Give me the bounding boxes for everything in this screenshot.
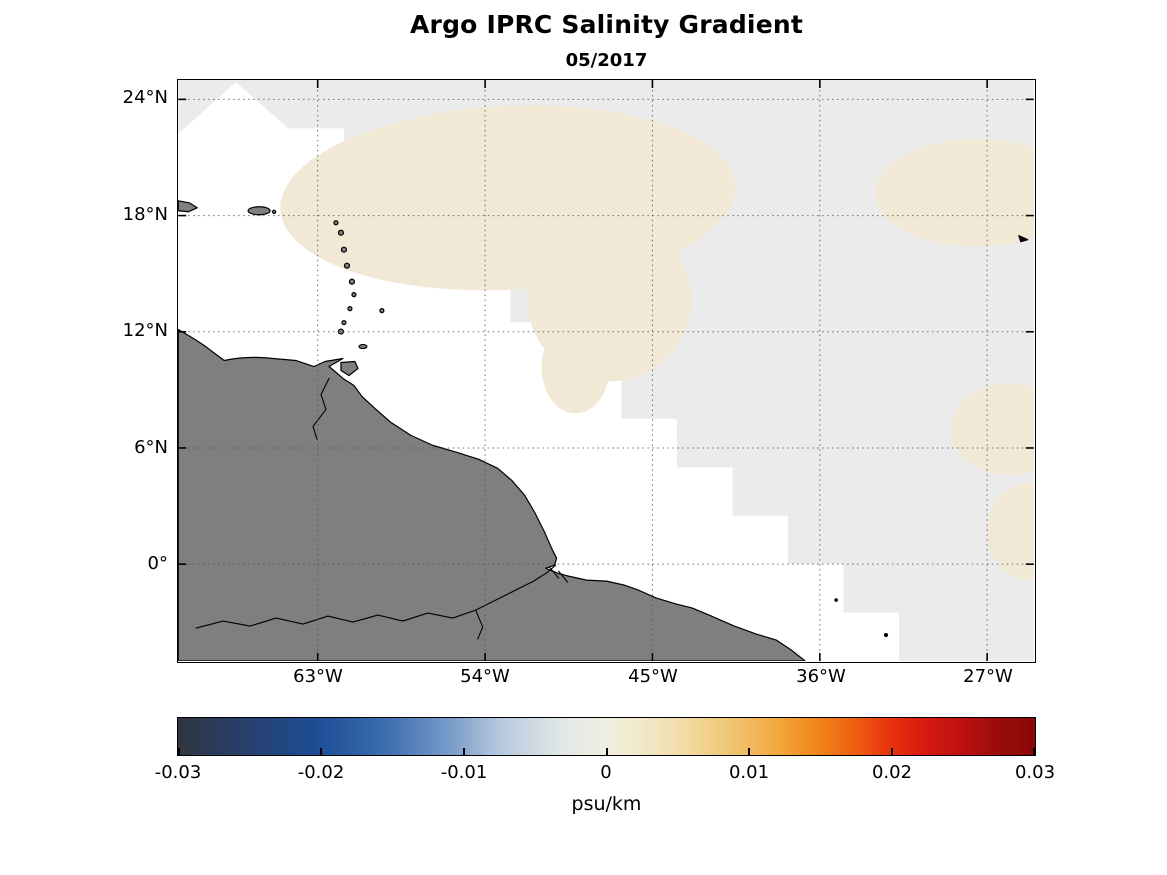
chart-subtitle: 05/2017 [565,50,648,71]
island-tobago [358,343,368,350]
positive-gradient-patches [280,105,1034,580]
amazon-branch [475,609,484,640]
xtick-label-54w: 54°W [460,666,510,687]
land-layer [178,200,1029,661]
colorbar-label-max: 0.03 [1014,762,1056,783]
positive-patch-northeast [875,138,1034,247]
island-trinidad [340,360,359,377]
chart-title: Argo IPRC Salinity Gradient [410,10,803,39]
graticule-gridlines [178,80,1034,661]
ytick-label-6n: 6°N [134,437,168,458]
xtick-label-63w: 63°W [293,666,343,687]
islet-speck-1 [883,632,889,638]
river-lines [195,377,569,640]
positive-patch-east-central [950,383,1034,476]
colorbar-tick-3 [463,748,465,755]
island-vieques [271,209,277,214]
amazon-river [195,564,557,629]
colorbar-label-zero: 0 [600,762,612,783]
colorbar-tick-7 [1033,748,1035,755]
xtick-label-27w: 27°W [963,666,1013,687]
colorbar-label-2: -0.02 [297,762,345,783]
island-right-edge-speck [1018,235,1029,243]
estuary-channel-1 [558,570,569,583]
map-plot-area [177,79,1036,663]
island-hispaniola-tip [178,200,198,213]
colorbar-label-6: 0.02 [871,762,913,783]
colorbar-label-5: 0.01 [728,762,770,783]
colorbar-tick-1 [178,748,180,755]
xtick-label-45w: 45°W [628,666,678,687]
colorbar-label-3: -0.01 [440,762,488,783]
islet-speck-2 [834,598,838,602]
colorbar-tick-5 [748,748,750,755]
positive-patch-east-south [986,483,1034,580]
lesser-antilles-arc [333,220,385,335]
axis-tick-marks [178,80,1034,661]
colorbar-tick-4 [606,748,608,755]
ytick-label-12n: 12°N [122,320,168,341]
colorbar-tick-6 [891,748,893,755]
island-puerto-rico [247,206,271,216]
salinity-gradient-map [178,80,1034,661]
colorbar-units-label: psu/km [571,793,642,815]
ytick-label-0: 0° [147,553,168,574]
positive-patch-central-tail [541,321,610,414]
colorbar-tick-2 [320,748,322,755]
colorbar-label-min: -0.03 [154,762,202,783]
south-america-mainland [178,328,806,661]
estuary-channel-2 [549,566,560,579]
ytick-label-24n: 24°N [122,87,168,108]
ytick-label-18n: 18°N [122,204,168,225]
xtick-label-36w: 36°W [796,666,846,687]
orinoco-river [312,377,330,440]
